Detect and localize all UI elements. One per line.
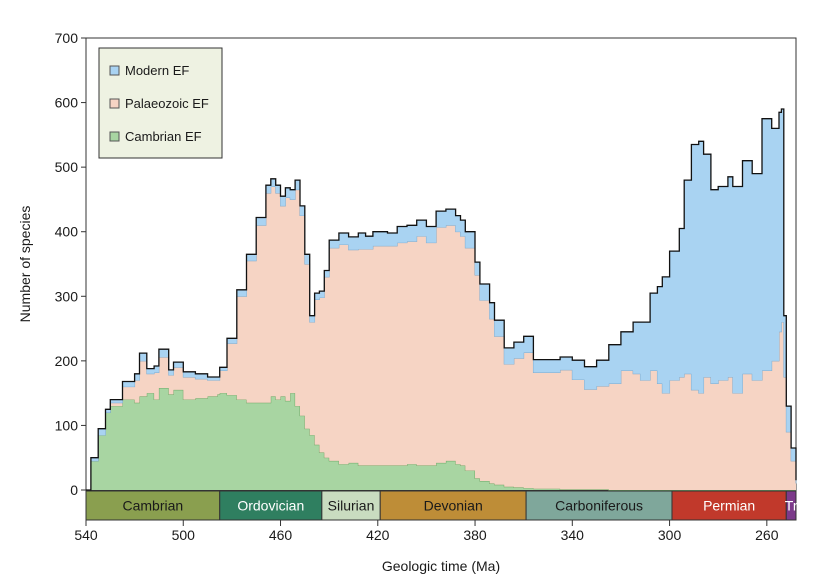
period-label-ordovician: Ordovician — [237, 498, 304, 514]
x-tick-label: 380 — [463, 527, 487, 543]
legend-label: Cambrian EF — [125, 129, 202, 144]
x-tick-label: 420 — [366, 527, 390, 543]
stacked-areas — [86, 108, 797, 491]
period-label-silurian: Silurian — [328, 498, 375, 514]
y-tick-label: 300 — [55, 288, 79, 304]
y-tick-label: 200 — [55, 353, 79, 369]
legend-swatch — [109, 65, 120, 76]
legend: Modern EF Palaeozoic EF Cambrian EF — [98, 47, 223, 159]
y-axis-label: Number of species — [17, 206, 33, 323]
y-tick-label: 0 — [70, 482, 78, 498]
y-tick-label: 600 — [55, 95, 79, 111]
period-label-permian: Permian — [703, 498, 755, 514]
y-tick-label: 400 — [55, 224, 79, 240]
area-cambrian-ef — [86, 388, 796, 490]
x-tick-label: 500 — [172, 527, 196, 543]
legend-swatch — [109, 98, 120, 109]
period-label-tr: Tr — [785, 498, 798, 514]
legend-swatch — [109, 131, 120, 142]
y-tick-label: 100 — [55, 417, 79, 433]
legend-label: Palaeozoic EF — [125, 96, 209, 111]
period-ordovician — [219, 490, 323, 521]
x-tick-label: 540 — [74, 527, 98, 543]
x-axis: 540 500 460 420 380 340 300 260 — [74, 519, 796, 543]
period-label-cambrian: Cambrian — [123, 498, 184, 514]
x-tick-label: 340 — [561, 527, 585, 543]
edge-modern-ef — [86, 108, 797, 491]
period-permian — [671, 490, 787, 521]
period-devonian — [379, 490, 527, 521]
x-axis-label: Geologic time (Ma) — [382, 558, 500, 574]
area-palaeozoic-ef — [86, 186, 796, 490]
period-bar: Cambrian Ordovician Silurian Devonian Carbon… — [85, 490, 798, 521]
x-tick-label: 300 — [658, 527, 682, 543]
legend-label: Modern EF — [125, 63, 189, 78]
y-tick-label: 500 — [55, 159, 79, 175]
area-modern-ef — [86, 109, 796, 490]
y-axis: 0 100 200 300 400 500 600 700 — [55, 30, 86, 498]
x-tick-label: 260 — [755, 527, 779, 543]
x-tick-label: 460 — [269, 527, 293, 543]
y-tick-label: 700 — [55, 30, 79, 46]
period-label-carboniferous: Carboniferous — [555, 498, 643, 514]
period-label-devonian: Devonian — [424, 498, 483, 514]
